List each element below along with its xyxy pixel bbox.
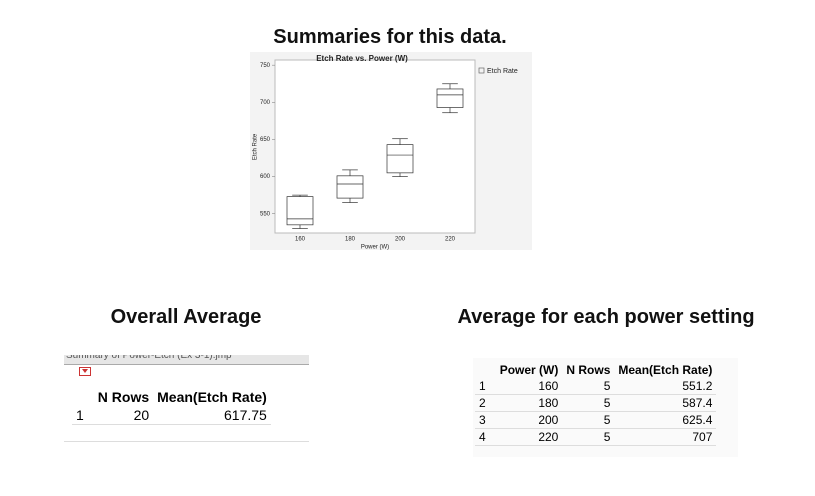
box bbox=[286, 196, 314, 226]
table-row: 1 160 5 551.2 bbox=[475, 378, 717, 395]
table-cell: 551.2 bbox=[614, 378, 717, 395]
row-number: 4 bbox=[475, 428, 496, 446]
table-cell: 5 bbox=[562, 394, 615, 412]
table-cell: 617.75 bbox=[153, 406, 271, 425]
table-cell: 180 bbox=[495, 394, 563, 412]
header-cell: N Rows bbox=[97, 389, 150, 405]
legend-swatch bbox=[478, 67, 485, 74]
table-row: 2 180 5 587.4 bbox=[475, 394, 717, 412]
header-row: N Rows Mean(Etch Rate) bbox=[72, 385, 271, 406]
legend-entry: Etch Rate bbox=[487, 68, 518, 75]
header-cell: N Rows bbox=[566, 363, 611, 377]
table-cell: 587.4 bbox=[614, 394, 717, 412]
table-cell: 220 bbox=[495, 428, 563, 446]
table-row: 3 200 5 625.4 bbox=[475, 411, 717, 429]
table-cell: 5 bbox=[562, 428, 615, 446]
section-heading: Average for each power setting bbox=[457, 306, 755, 328]
row-number: 1 bbox=[475, 378, 496, 395]
table-cell: 160 bbox=[495, 378, 563, 395]
menu-icon[interactable] bbox=[79, 367, 91, 376]
table-cell: 625.4 bbox=[614, 411, 717, 429]
header-cell: Mean(Etch Rate) bbox=[618, 363, 713, 377]
header-cell bbox=[72, 385, 94, 406]
table-cell: 20 bbox=[93, 406, 154, 425]
page-title: Summaries for this data. bbox=[273, 26, 507, 48]
header-row: Power (W) N Rows Mean(Etch Rate) bbox=[475, 362, 716, 378]
row-number: 3 bbox=[475, 411, 496, 429]
y-tick-label: 700 bbox=[260, 100, 271, 106]
row-number: 2 bbox=[475, 394, 496, 412]
y-tick-label: 650 bbox=[260, 137, 271, 143]
table: N Rows Mean(Etch Rate) 1 20 617.75 bbox=[72, 385, 271, 425]
box bbox=[386, 144, 414, 174]
overall-table: Summary of Power-Etch (Ex 3-1).jmp N Row… bbox=[64, 355, 309, 442]
x-tick-label: 220 bbox=[445, 237, 456, 243]
x-tick-label: 200 bbox=[395, 237, 406, 243]
section-heading: Overall Average bbox=[110, 306, 262, 328]
header-cell: Mean(Etch Rate) bbox=[157, 389, 267, 405]
chart-title: Etch Rate vs. Power (W) bbox=[316, 54, 408, 63]
header-cell: Power (W) bbox=[499, 363, 559, 377]
x-tick-label: 180 bbox=[345, 237, 356, 243]
table-cell: 707 bbox=[614, 428, 717, 446]
y-tick-label: 550 bbox=[260, 211, 271, 217]
box bbox=[336, 175, 364, 199]
row-number: 1 bbox=[72, 406, 94, 425]
y-tick-label: 600 bbox=[260, 174, 271, 180]
header-cell bbox=[475, 362, 496, 378]
table: Power (W) N Rows Mean(Etch Rate) 1 160 5 551.2… bbox=[475, 362, 717, 446]
y-axis-label: Etch Rate bbox=[253, 133, 259, 160]
table-cell: 5 bbox=[562, 378, 615, 395]
table-row: 1 20 617.75 bbox=[72, 406, 271, 425]
chart: Etch Rate vs. Power (W) Power (W) Etch R… bbox=[250, 52, 532, 250]
table-caption: Summary of Power-Etch (Ex 3-1).jmp bbox=[64, 355, 309, 365]
table-cell: 200 bbox=[495, 411, 563, 429]
table-row: 4 220 5 707 bbox=[475, 428, 717, 446]
y-tick-label: 750 bbox=[260, 63, 271, 69]
by-power-table: Power (W) N Rows Mean(Etch Rate) 1 160 5 551.2… bbox=[473, 358, 738, 457]
table-cell: 5 bbox=[562, 411, 615, 429]
x-tick-label: 160 bbox=[295, 237, 306, 243]
x-axis-label: Power (W) bbox=[361, 245, 389, 250]
box bbox=[436, 88, 464, 108]
